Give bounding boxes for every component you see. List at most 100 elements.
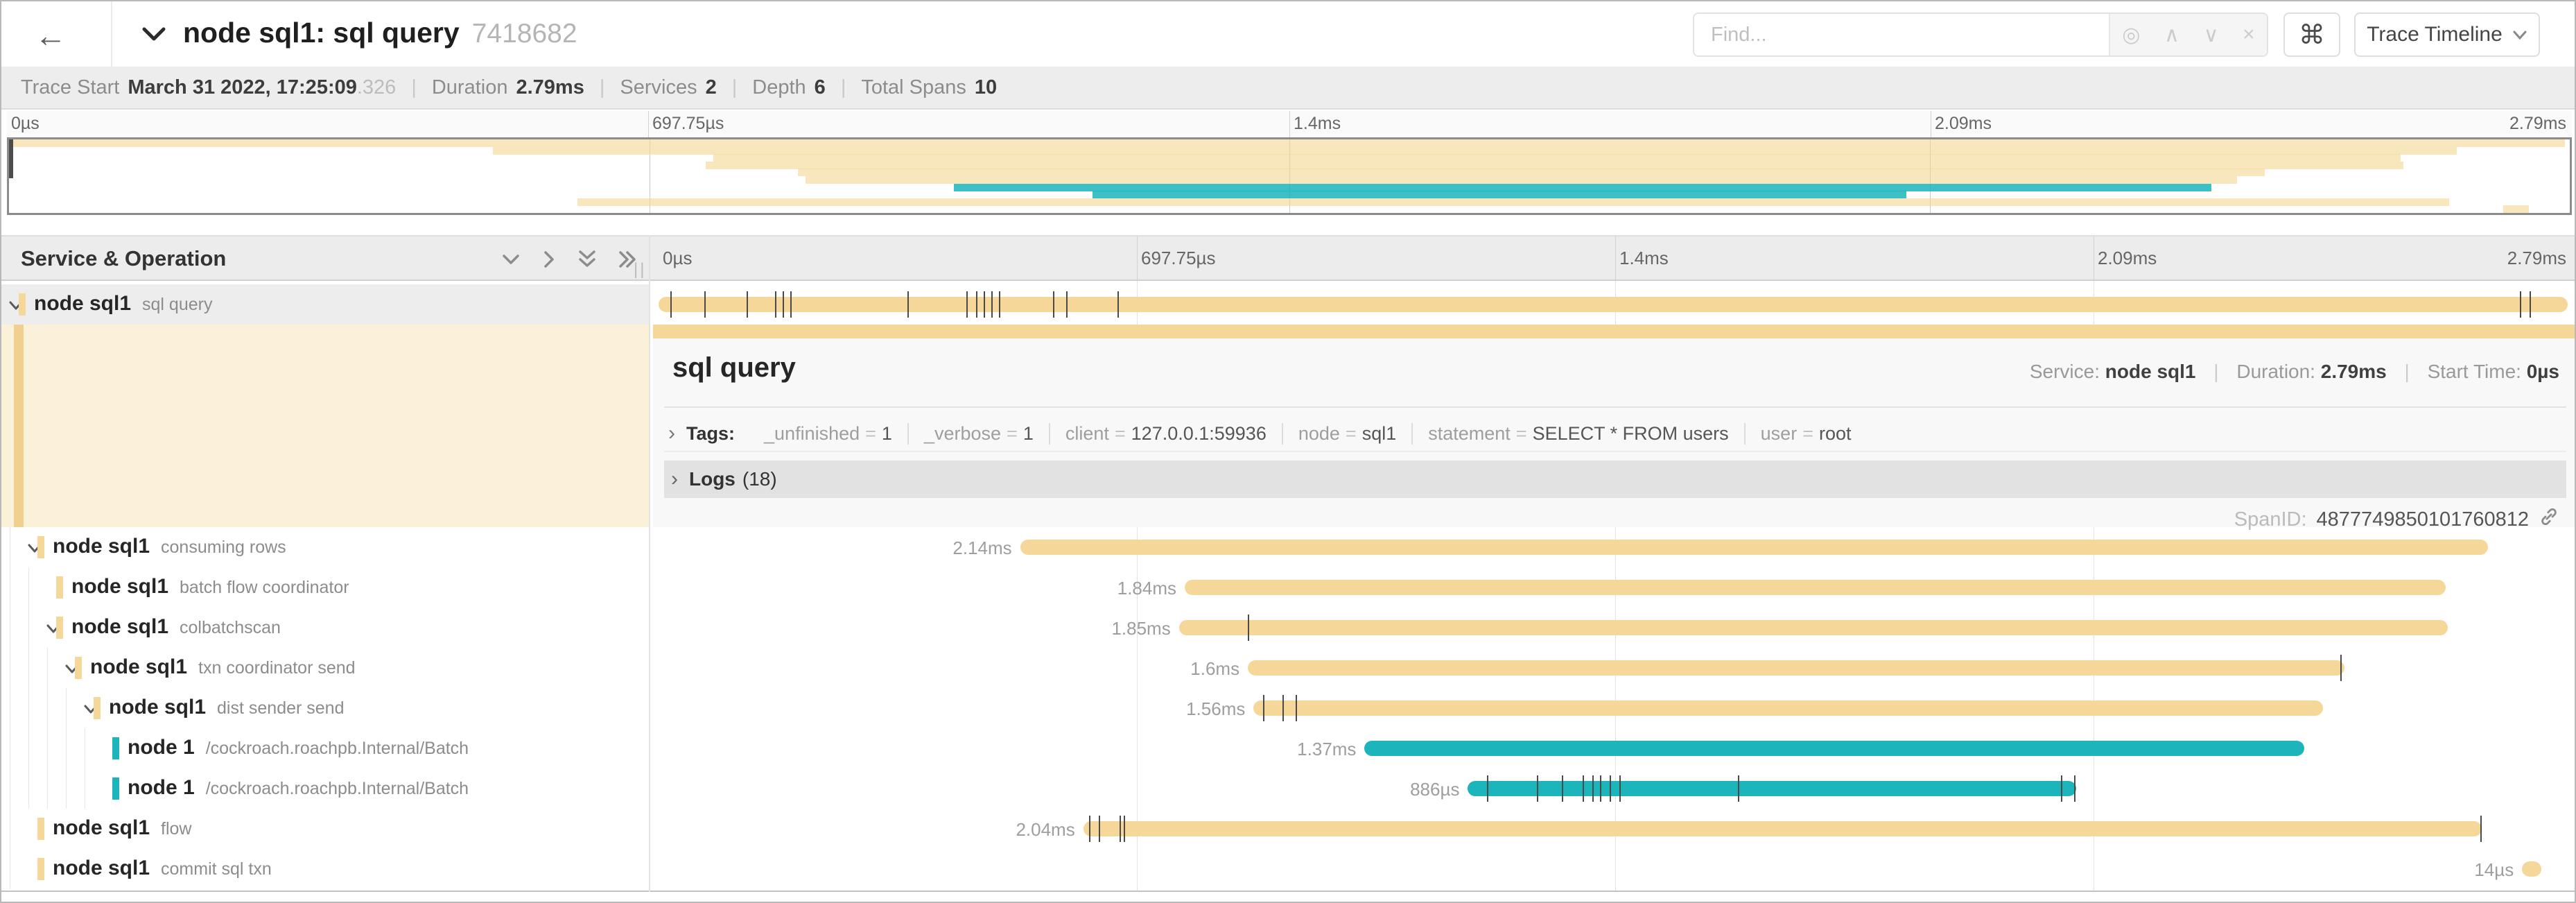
ruler-tick-label: 2.09ms bbox=[1935, 114, 1992, 133]
indent-guide bbox=[47, 728, 48, 768]
depth-label: Depth bbox=[752, 76, 806, 98]
span-row[interactable]: node sql1 consuming rows 2.14ms bbox=[1, 527, 2575, 567]
total-spans-value: 10 bbox=[974, 76, 998, 98]
span-row[interactable]: node 1/cockroach.roachpb.Internal/Batch 8… bbox=[1, 768, 2575, 809]
span-row[interactable]: node sql1 batch flow coordinator 1.84ms bbox=[1, 567, 2575, 608]
indent-guide bbox=[28, 608, 29, 648]
span-tree-cell[interactable]: node sql1 flow bbox=[1, 809, 649, 849]
span-tree-cell[interactable]: node sql1 consuming rows bbox=[1, 527, 649, 567]
span-duration-bar[interactable] bbox=[1468, 781, 2077, 796]
log-marker-tick bbox=[1117, 291, 1120, 318]
expand-one-icon[interactable] bbox=[541, 249, 557, 270]
indent-guide bbox=[28, 728, 29, 768]
ruler-tick-label: 2.09ms bbox=[2098, 248, 2157, 268]
span-color-chip bbox=[112, 777, 119, 800]
collapse-one-icon[interactable] bbox=[499, 249, 523, 270]
span-row[interactable]: node 1/cockroach.roachpb.Internal/Batch 1… bbox=[1, 728, 2575, 768]
duration-meta-label: Duration: bbox=[2236, 361, 2315, 382]
indent-guide bbox=[47, 768, 48, 809]
span-color-chip bbox=[56, 576, 63, 599]
span-color-chip bbox=[19, 293, 26, 316]
target-icon[interactable]: ◎ bbox=[2122, 23, 2141, 46]
indent-guide bbox=[66, 768, 67, 809]
span-duration-bar[interactable] bbox=[1364, 741, 2304, 756]
indent-guide bbox=[66, 728, 67, 768]
minimap-span-bar bbox=[705, 161, 2403, 169]
span-row[interactable]: node sql1 txn coordinator send 1.6ms bbox=[1, 648, 2575, 688]
service-name: node sql1 sql query bbox=[34, 292, 213, 315]
find-input[interactable] bbox=[1694, 14, 2109, 55]
collapse-trace-chevron-icon[interactable] bbox=[140, 25, 168, 48]
log-marker-tick bbox=[2340, 655, 2342, 681]
minimap-drag-handle[interactable] bbox=[9, 139, 13, 178]
view-selector-button[interactable]: Trace Timeline bbox=[2354, 12, 2540, 57]
span-duration-label: 2.04ms bbox=[1016, 819, 1075, 840]
clear-find-icon[interactable]: × bbox=[2243, 23, 2255, 46]
span-row[interactable]: node sql1 commit sql txn 14µs bbox=[1, 849, 2575, 889]
service-meta-value: node sql1 bbox=[2105, 361, 2196, 382]
span-duration-bar[interactable] bbox=[1185, 580, 2446, 595]
span-row[interactable]: node sql1 flow 2.04ms bbox=[1, 809, 2575, 849]
minimap-canvas[interactable] bbox=[7, 137, 2572, 215]
span-tree-cell[interactable]: node sql1 commit sql txn bbox=[1, 849, 649, 889]
minimap-span-bar bbox=[713, 154, 2401, 162]
log-marker-tick bbox=[907, 291, 909, 318]
expand-all-icon[interactable] bbox=[617, 249, 638, 270]
ruler-tick-label: 0µs bbox=[663, 248, 693, 268]
span-duration-bar[interactable] bbox=[1178, 620, 2448, 635]
keyboard-shortcuts-button[interactable]: ⌘ bbox=[2283, 12, 2340, 57]
logs-chevron-icon: › bbox=[671, 467, 678, 490]
logs-row[interactable]: › Logs (18) bbox=[664, 461, 2566, 498]
span-row[interactable]: node sql1 dist sender send 1.56ms bbox=[1, 688, 2575, 728]
span-duration-label: 1.56ms bbox=[1186, 698, 1246, 719]
log-marker-tick bbox=[1536, 775, 1538, 802]
span-tree-cell[interactable]: node sql1 batch flow coordinator bbox=[1, 567, 649, 608]
span-duration-bar[interactable] bbox=[659, 297, 2568, 312]
log-marker-tick bbox=[1052, 291, 1054, 318]
span-duration-bar[interactable] bbox=[1253, 700, 2324, 716]
span-detail-meta: Service: node sql1 | Duration: 2.79ms | … bbox=[2029, 361, 2559, 382]
next-match-icon[interactable]: ∨ bbox=[2203, 23, 2219, 46]
span-tree-cell[interactable]: node 1/cockroach.roachpb.Internal/Batch bbox=[1, 728, 649, 768]
back-strip: ← bbox=[1, 1, 112, 67]
span-tree-cell[interactable]: node sql1 sql query bbox=[1, 284, 649, 325]
back-arrow-icon[interactable]: ← bbox=[35, 17, 67, 53]
tag-item: node = sql1 bbox=[1281, 422, 1411, 445]
span-duration-bar[interactable] bbox=[1020, 540, 2488, 555]
log-marker-tick bbox=[670, 291, 672, 318]
panel-resize-grip[interactable]: || bbox=[634, 260, 647, 279]
minimap-span-bar bbox=[954, 183, 2211, 191]
span-duration-label: 1.85ms bbox=[1111, 618, 1171, 639]
tag-item: client = 127.0.0.1:59936 bbox=[1048, 422, 1282, 445]
operation-name: consuming rows bbox=[161, 538, 286, 557]
tags-row[interactable]: › Tags: _unfinished = 1 _verbose = 1 client = 12… bbox=[664, 416, 2566, 452]
span-duration-bar[interactable] bbox=[2522, 861, 2541, 877]
span-tree-cell[interactable]: node sql1 txn coordinator send bbox=[1, 648, 649, 688]
span-duration-label: 1.84ms bbox=[1117, 578, 1176, 599]
panel-divider[interactable] bbox=[649, 235, 650, 892]
tag-item: statement = SELECT * FROM users bbox=[1411, 422, 1743, 445]
service-name: node 1/cockroach.roachpb.Internal/Batch bbox=[128, 776, 469, 799]
span-tree-cell[interactable]: node sql1 dist sender send bbox=[1, 688, 649, 728]
log-marker-tick bbox=[1487, 775, 1489, 802]
link-icon[interactable] bbox=[2539, 506, 2559, 533]
minimap-span-bar bbox=[577, 198, 2450, 206]
log-marker-tick bbox=[1123, 816, 1125, 842]
collapse-all-icon[interactable] bbox=[575, 249, 599, 270]
ruler-tick-label: 697.75µs bbox=[1141, 248, 1216, 268]
operation-name: /cockroach.roachpb.Internal/Batch bbox=[205, 779, 469, 798]
find-group: ◎ ∧ ∨ × bbox=[1693, 12, 2268, 57]
span-duration-bar[interactable] bbox=[1083, 821, 2482, 836]
operation-name: /cockroach.roachpb.Internal/Batch bbox=[205, 739, 469, 758]
span-tree-cell[interactable]: node 1/cockroach.roachpb.Internal/Batch bbox=[1, 768, 649, 809]
span-row[interactable]: node sql1 colbatchscan 1.85ms bbox=[1, 608, 2575, 648]
tag-item: user = root bbox=[1743, 422, 1867, 445]
span-duration-bar[interactable] bbox=[1248, 660, 2344, 676]
span-row[interactable]: node sql1 sql query bbox=[1, 284, 2575, 325]
service-operation-header: Service & Operation bbox=[21, 246, 227, 270]
minimap-ruler: 0µs 697.75µs 1.4ms 2.09ms 2.79ms bbox=[7, 111, 2572, 154]
prev-match-icon[interactable]: ∧ bbox=[2164, 23, 2180, 46]
log-marker-tick bbox=[966, 291, 968, 318]
duration-value: 2.79ms bbox=[516, 76, 584, 98]
span-tree-cell[interactable]: node sql1 colbatchscan bbox=[1, 608, 649, 648]
